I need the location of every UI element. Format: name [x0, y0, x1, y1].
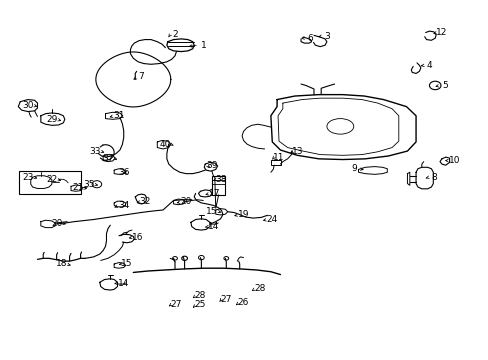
Text: 3: 3 [324, 32, 329, 41]
Text: 33: 33 [89, 147, 101, 156]
Text: 36: 36 [118, 168, 129, 177]
Text: 32: 32 [139, 197, 150, 206]
Text: 17: 17 [208, 189, 220, 198]
Text: 9: 9 [350, 164, 356, 173]
Text: 31: 31 [113, 111, 124, 120]
Text: 15: 15 [121, 260, 133, 269]
Text: 40: 40 [160, 140, 171, 149]
Text: 4: 4 [426, 61, 431, 70]
Text: 23: 23 [22, 173, 34, 182]
Text: 18: 18 [56, 260, 67, 269]
Text: 24: 24 [266, 215, 277, 224]
Text: 37: 37 [102, 154, 113, 163]
Text: 20: 20 [51, 219, 62, 228]
Text: 34: 34 [118, 201, 129, 210]
Text: 6: 6 [307, 34, 313, 43]
Text: 22: 22 [46, 175, 58, 184]
Text: 28: 28 [254, 284, 265, 293]
Text: 10: 10 [447, 156, 459, 165]
Text: 20: 20 [180, 197, 191, 206]
Text: 1: 1 [201, 41, 206, 50]
Text: 39: 39 [206, 161, 217, 170]
Text: 14: 14 [207, 222, 219, 231]
Text: 29: 29 [46, 115, 58, 124]
Text: 30: 30 [22, 101, 34, 110]
Text: 5: 5 [441, 81, 447, 90]
Bar [270, 159, 281, 165]
Text: 25: 25 [194, 300, 205, 309]
Bar [19, 171, 81, 194]
Text: 8: 8 [430, 173, 436, 182]
Text: 12: 12 [435, 28, 447, 37]
Text: 26: 26 [237, 298, 249, 307]
Text: 13: 13 [292, 147, 304, 156]
Text: 16: 16 [132, 233, 143, 242]
Text: 2: 2 [172, 30, 178, 39]
Bar [211, 176, 225, 195]
Text: 27: 27 [170, 300, 182, 309]
Text: 14: 14 [118, 279, 129, 288]
Text: 35: 35 [83, 180, 94, 189]
Text: 38: 38 [215, 175, 227, 184]
Text: 27: 27 [220, 295, 231, 304]
Text: 7: 7 [138, 72, 144, 81]
Text: 11: 11 [273, 153, 284, 162]
Text: 21: 21 [72, 183, 83, 192]
Text: 19: 19 [237, 210, 249, 219]
Text: 28: 28 [194, 291, 205, 300]
Text: 15: 15 [206, 207, 217, 216]
